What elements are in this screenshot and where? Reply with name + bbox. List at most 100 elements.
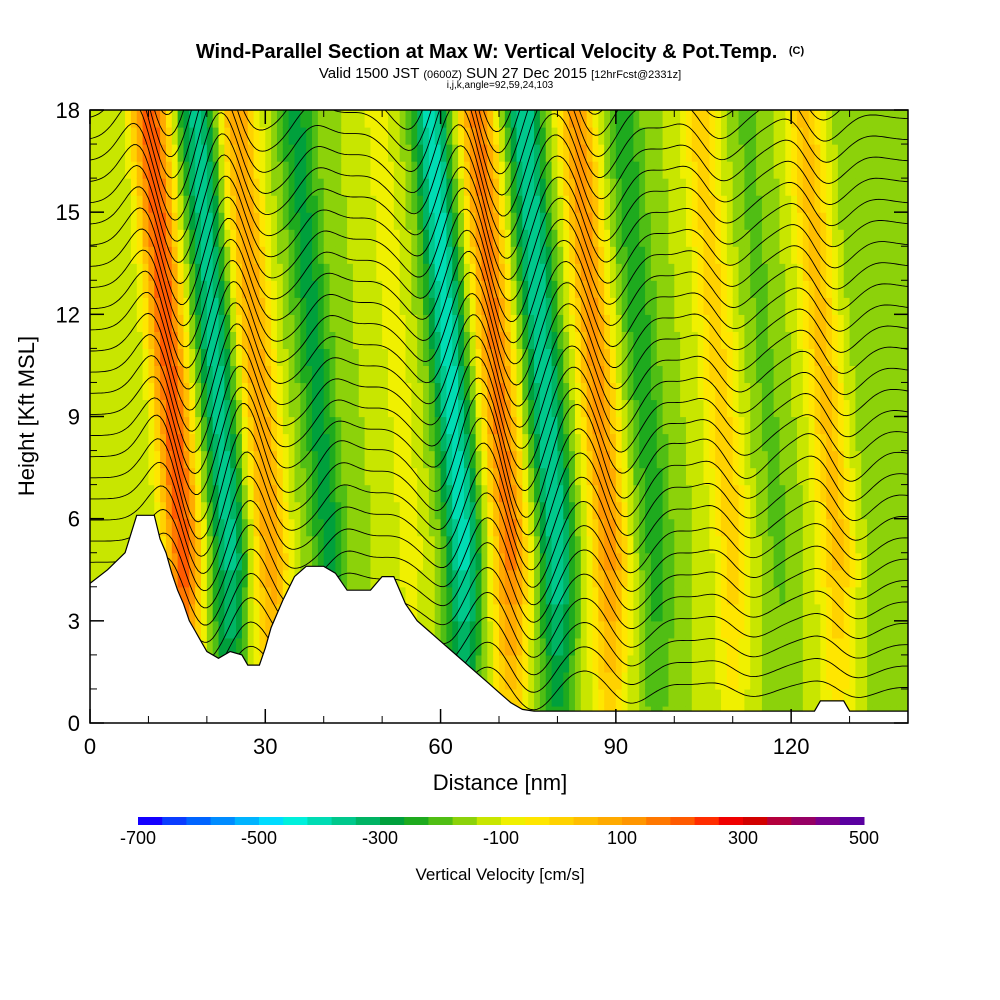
velocity-cell	[779, 195, 786, 213]
velocity-cell	[423, 535, 430, 554]
velocity-cell	[113, 246, 120, 264]
velocity-cell	[294, 552, 301, 571]
velocity-cell	[779, 671, 786, 690]
velocity-cell	[668, 416, 675, 435]
velocity-cell	[487, 484, 494, 503]
velocity-cell	[610, 365, 617, 384]
velocity-cell	[119, 127, 126, 145]
velocity-cell	[674, 314, 681, 332]
velocity-cell	[434, 399, 442, 418]
velocity-cell	[761, 263, 769, 281]
velocity-cell	[849, 552, 857, 571]
velocity-cell	[691, 569, 699, 588]
velocity-cell	[253, 127, 261, 145]
velocity-cell	[890, 382, 897, 401]
velocity-cell	[119, 110, 126, 128]
velocity-cell	[726, 586, 734, 605]
velocity-cell	[674, 654, 681, 673]
velocity-cell	[189, 348, 196, 367]
velocity-cell	[703, 654, 710, 673]
velocity-cell	[732, 501, 740, 520]
velocity-cell	[171, 212, 179, 230]
velocity-cell	[417, 484, 424, 503]
velocity-cell	[90, 161, 97, 179]
velocity-cell	[323, 416, 331, 435]
velocity-cell	[738, 127, 745, 145]
velocity-cell	[615, 127, 623, 145]
velocity-cell	[674, 671, 681, 690]
velocity-cell	[499, 586, 506, 605]
velocity-cell	[306, 433, 313, 452]
velocity-cell	[569, 195, 576, 213]
velocity-cell	[761, 416, 769, 435]
velocity-cell	[878, 110, 886, 128]
velocity-cell	[615, 484, 623, 503]
velocity-cell	[726, 110, 734, 128]
velocity-cell	[615, 569, 623, 588]
velocity-cell	[446, 314, 453, 332]
velocity-cell	[130, 416, 138, 435]
velocity-cell	[236, 518, 243, 537]
velocity-cell	[785, 246, 792, 264]
velocity-cell	[668, 382, 675, 401]
velocity-cell	[288, 365, 296, 384]
velocity-cell	[306, 178, 313, 196]
velocity-cell	[393, 280, 401, 298]
velocity-cell	[610, 263, 617, 281]
velocity-cell	[808, 569, 816, 588]
velocity-cell	[212, 501, 220, 520]
velocity-cell	[697, 314, 705, 332]
velocity-cell	[195, 603, 202, 622]
velocity-cell	[475, 569, 483, 588]
velocity-cell	[779, 484, 786, 503]
velocity-cell	[306, 110, 313, 128]
velocity-cell	[832, 552, 839, 571]
velocity-cell	[633, 195, 640, 213]
velocity-cell	[183, 229, 190, 247]
velocity-cell	[545, 110, 553, 128]
velocity-cell	[645, 110, 652, 128]
velocity-cell	[557, 535, 564, 554]
velocity-cell	[534, 263, 541, 281]
velocity-cell	[855, 603, 862, 622]
velocity-cell	[452, 127, 459, 145]
velocity-cell	[615, 178, 623, 196]
velocity-cell	[160, 365, 167, 384]
velocity-cell	[832, 212, 839, 230]
velocity-cell	[487, 365, 494, 384]
velocity-cell	[481, 382, 488, 401]
velocity-cell	[721, 671, 728, 690]
velocity-cell	[592, 586, 599, 605]
velocity-cell	[785, 314, 792, 332]
velocity-cell	[709, 314, 716, 332]
velocity-cell	[323, 331, 331, 349]
velocity-cell	[510, 569, 518, 588]
velocity-cell	[890, 518, 897, 537]
velocity-cell	[855, 416, 862, 435]
velocity-cell	[154, 399, 161, 418]
velocity-cell	[113, 535, 120, 554]
velocity-cell	[370, 518, 377, 537]
velocity-cell	[650, 484, 658, 503]
velocity-cell	[685, 450, 693, 469]
velocity-cell	[680, 467, 687, 486]
velocity-cell	[452, 331, 459, 349]
velocity-cell	[627, 552, 634, 571]
velocity-cell	[387, 195, 395, 213]
velocity-cell	[107, 229, 114, 247]
velocity-cell	[458, 161, 465, 179]
velocity-cell	[867, 382, 874, 401]
velocity-cell	[463, 382, 471, 401]
velocity-cell	[796, 671, 804, 690]
velocity-cell	[446, 484, 453, 503]
velocity-cell	[534, 620, 541, 639]
velocity-cell	[645, 144, 652, 162]
velocity-cell	[493, 518, 500, 537]
velocity-cell	[557, 620, 564, 639]
velocity-cell	[814, 263, 821, 281]
velocity-cell	[645, 518, 652, 537]
velocity-cell	[650, 399, 658, 418]
velocity-cell	[604, 518, 611, 537]
velocity-cell	[598, 501, 605, 520]
velocity-cell	[306, 127, 313, 145]
